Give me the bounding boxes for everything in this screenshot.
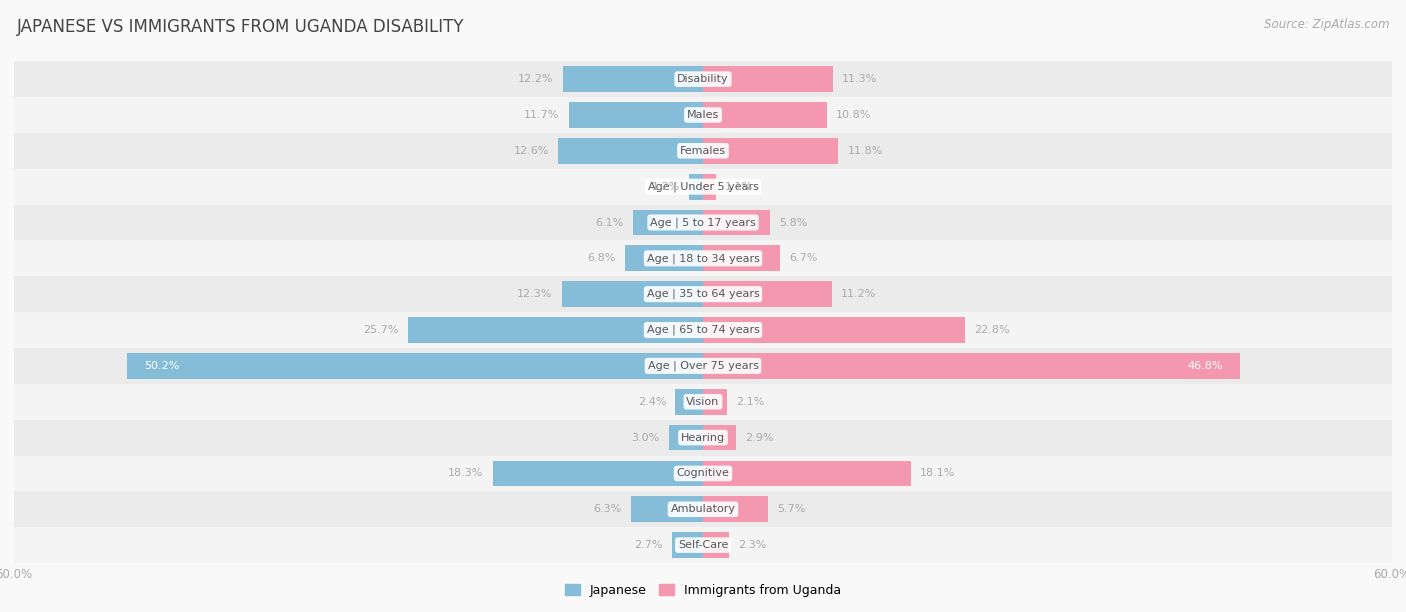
Bar (14, 133, 1392, 169)
Bar (14, 527, 1392, 563)
Text: 11.3%: 11.3% (842, 74, 877, 84)
Text: 10.8%: 10.8% (837, 110, 872, 120)
Bar (624, 245, 703, 271)
Text: Age | 65 to 74 years: Age | 65 to 74 years (647, 325, 759, 335)
Bar (631, 496, 703, 522)
Text: 2.7%: 2.7% (634, 540, 662, 550)
Text: Age | 5 to 17 years: Age | 5 to 17 years (650, 217, 756, 228)
Text: 2.4%: 2.4% (638, 397, 666, 407)
Text: 18.3%: 18.3% (449, 468, 484, 479)
Bar (703, 102, 827, 128)
Bar (14, 241, 1392, 276)
Bar (703, 209, 769, 236)
Bar (689, 174, 703, 200)
Text: 11.8%: 11.8% (848, 146, 883, 156)
Bar (14, 169, 1392, 204)
Text: 50.2%: 50.2% (143, 361, 179, 371)
Text: Age | Under 5 years: Age | Under 5 years (648, 181, 758, 192)
Text: 6.8%: 6.8% (588, 253, 616, 263)
Bar (703, 138, 838, 164)
Text: Disability: Disability (678, 74, 728, 84)
Bar (14, 276, 1392, 312)
Bar (562, 282, 703, 307)
Text: Age | 35 to 64 years: Age | 35 to 64 years (647, 289, 759, 299)
Bar (14, 420, 1392, 455)
Bar (14, 384, 1392, 420)
Bar (703, 496, 769, 522)
Bar (14, 348, 1392, 384)
Text: 5.8%: 5.8% (779, 217, 807, 228)
Text: Self-Care: Self-Care (678, 540, 728, 550)
Bar (703, 532, 730, 558)
Text: 6.1%: 6.1% (596, 217, 624, 228)
Bar (408, 317, 703, 343)
Text: 3.0%: 3.0% (631, 433, 659, 442)
Text: Age | Over 75 years: Age | Over 75 years (648, 360, 758, 371)
Bar (562, 66, 703, 92)
Bar (558, 138, 703, 164)
Bar (14, 312, 1392, 348)
Text: 11.2%: 11.2% (841, 289, 876, 299)
Text: 12.2%: 12.2% (519, 74, 554, 84)
Text: 2.9%: 2.9% (745, 433, 773, 442)
Text: 11.7%: 11.7% (524, 110, 560, 120)
Bar (703, 245, 780, 271)
Bar (14, 61, 1392, 97)
Text: Age | 18 to 34 years: Age | 18 to 34 years (647, 253, 759, 264)
Text: 18.1%: 18.1% (920, 468, 956, 479)
Text: 12.6%: 12.6% (513, 146, 550, 156)
Text: 22.8%: 22.8% (974, 325, 1010, 335)
Text: Males: Males (688, 110, 718, 120)
Text: 5.7%: 5.7% (778, 504, 806, 514)
Text: 6.7%: 6.7% (789, 253, 817, 263)
Bar (14, 97, 1392, 133)
Bar (568, 102, 703, 128)
Bar (703, 317, 965, 343)
Bar (703, 282, 831, 307)
Text: 46.8%: 46.8% (1188, 361, 1223, 371)
Text: Females: Females (681, 146, 725, 156)
Text: JAPANESE VS IMMIGRANTS FROM UGANDA DISABILITY: JAPANESE VS IMMIGRANTS FROM UGANDA DISAB… (17, 18, 464, 36)
Text: Cognitive: Cognitive (676, 468, 730, 479)
Text: Vision: Vision (686, 397, 720, 407)
Bar (494, 460, 703, 487)
Bar (14, 204, 1392, 241)
Bar (14, 455, 1392, 491)
Text: Source: ZipAtlas.com: Source: ZipAtlas.com (1264, 18, 1389, 31)
Text: Hearing: Hearing (681, 433, 725, 442)
Bar (703, 425, 737, 450)
Text: 2.3%: 2.3% (738, 540, 766, 550)
Bar (703, 66, 832, 92)
Text: 1.2%: 1.2% (651, 182, 681, 192)
Bar (672, 532, 703, 558)
Bar (14, 491, 1392, 527)
Text: Ambulatory: Ambulatory (671, 504, 735, 514)
Bar (669, 425, 703, 450)
Bar (703, 353, 1240, 379)
Bar (703, 389, 727, 415)
Bar (127, 353, 703, 379)
Text: 25.7%: 25.7% (363, 325, 399, 335)
Bar (633, 209, 703, 236)
Text: 6.3%: 6.3% (593, 504, 621, 514)
Bar (703, 174, 716, 200)
Bar (675, 389, 703, 415)
Legend: Japanese, Immigrants from Uganda: Japanese, Immigrants from Uganda (560, 579, 846, 602)
Text: 12.3%: 12.3% (517, 289, 553, 299)
Text: 2.1%: 2.1% (737, 397, 765, 407)
Text: 1.1%: 1.1% (725, 182, 754, 192)
Bar (703, 460, 911, 487)
